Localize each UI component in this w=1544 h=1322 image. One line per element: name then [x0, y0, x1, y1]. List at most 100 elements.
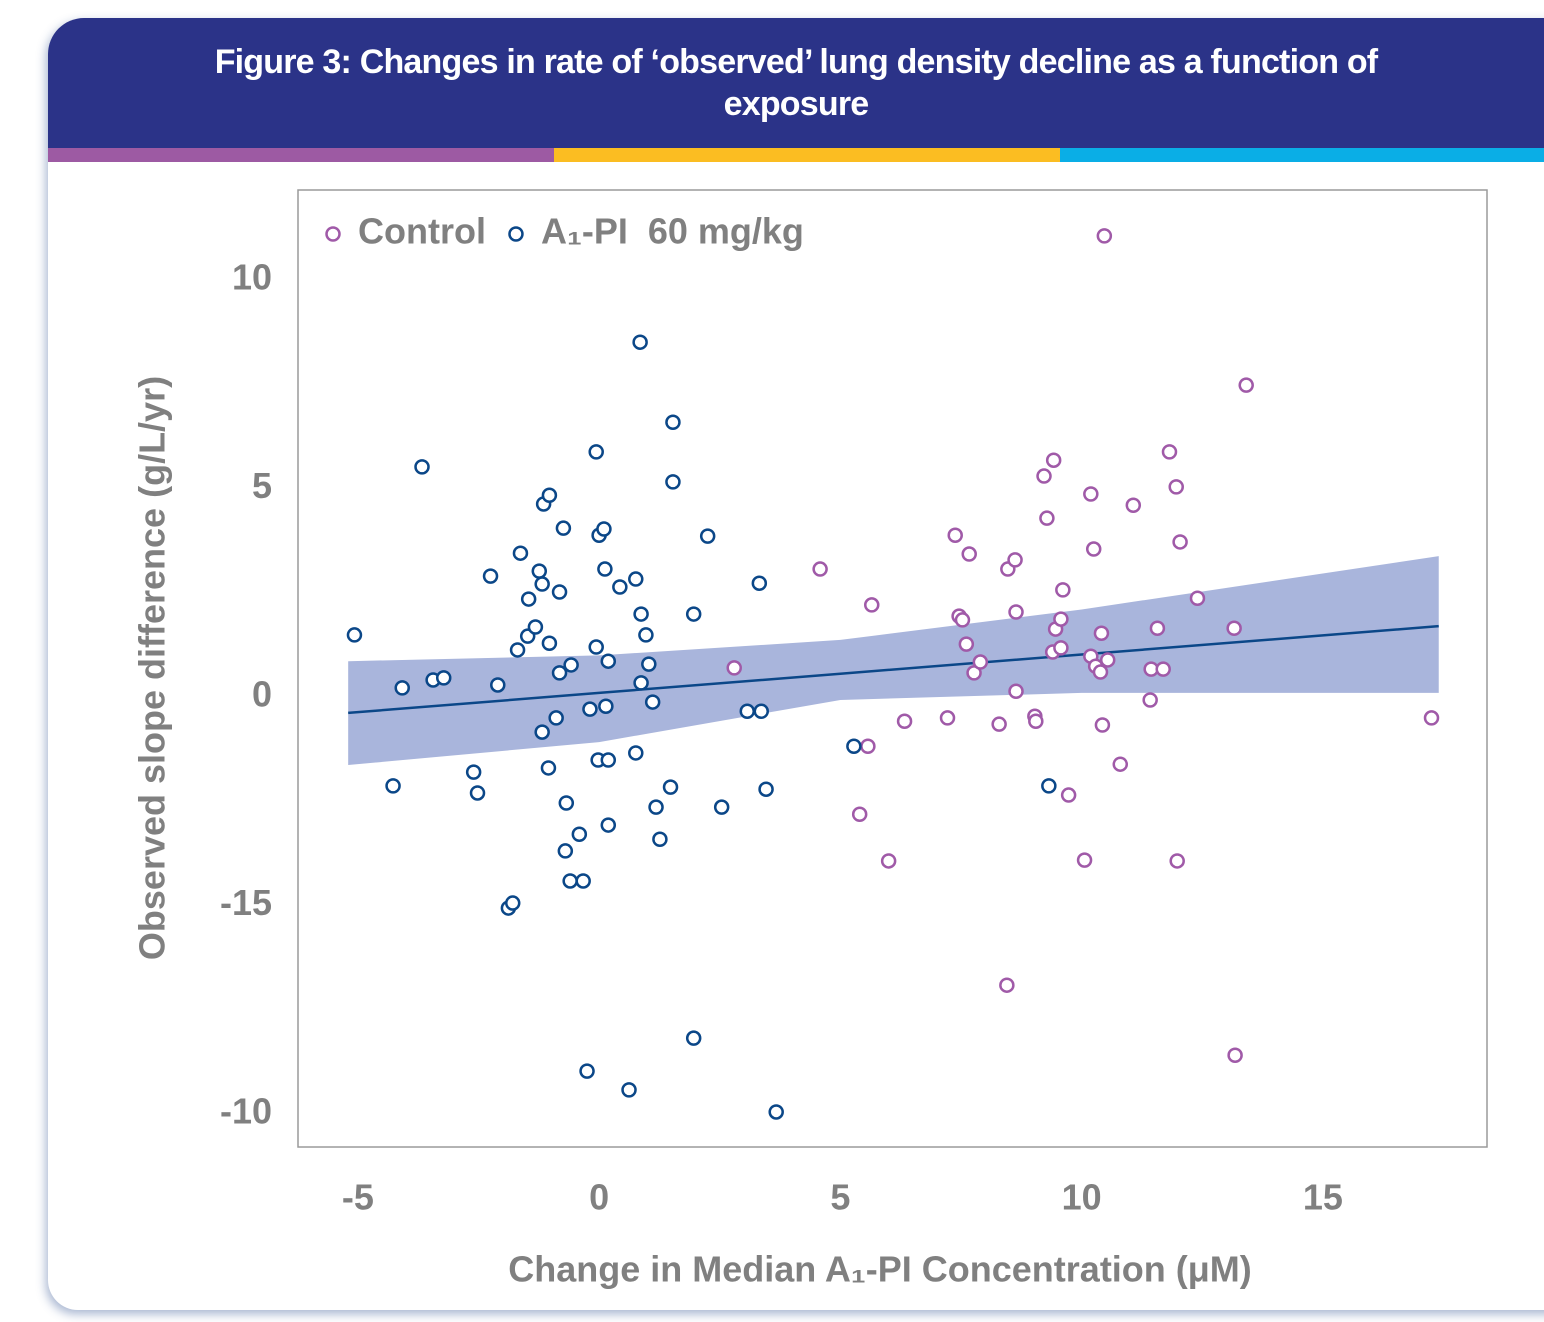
point	[860, 738, 876, 755]
point	[999, 977, 1015, 993]
point	[534, 576, 550, 592]
point	[555, 520, 572, 536]
point	[482, 568, 499, 584]
point	[563, 657, 579, 673]
point	[1060, 787, 1077, 803]
x-axis-label: Change in Median A₁-PI Concentration (μM…	[508, 1249, 1252, 1290]
point	[600, 653, 617, 669]
point	[652, 831, 668, 848]
point	[739, 703, 756, 719]
point	[520, 591, 537, 607]
point	[633, 606, 649, 622]
x-tick-label: 5	[830, 1177, 850, 1218]
point	[1168, 479, 1184, 495]
point	[768, 1104, 784, 1120]
point	[1092, 664, 1109, 680]
point	[596, 521, 612, 537]
point	[954, 612, 971, 628]
point	[612, 579, 628, 595]
point	[394, 680, 410, 696]
y-tick-label: -10	[220, 1091, 272, 1132]
point	[726, 660, 742, 676]
point	[551, 665, 568, 681]
point	[548, 710, 564, 726]
point	[1041, 778, 1057, 794]
point	[469, 785, 486, 801]
x-tick-label: -5	[342, 1177, 374, 1218]
point	[961, 546, 977, 562]
legend-label: A₁-PI 60 mg/kg	[541, 211, 804, 252]
point	[851, 806, 868, 822]
point	[1028, 713, 1044, 729]
point	[534, 724, 550, 740]
point	[947, 527, 963, 544]
point	[588, 639, 604, 655]
point	[753, 703, 769, 719]
legend-label: Control	[358, 211, 486, 252]
point	[628, 745, 644, 761]
point	[1099, 652, 1116, 668]
point	[579, 1063, 595, 1079]
point	[699, 528, 716, 544]
point	[972, 654, 989, 670]
stripe	[554, 148, 1060, 162]
point	[512, 545, 529, 561]
point	[638, 627, 654, 643]
point	[1036, 468, 1052, 484]
point	[621, 1082, 637, 1098]
point	[1076, 852, 1093, 868]
x-tick-label: 0	[589, 1177, 609, 1218]
point	[1083, 486, 1099, 502]
point	[1172, 534, 1188, 550]
legend-marker	[325, 226, 341, 242]
point	[1227, 1047, 1243, 1064]
fit-line	[348, 624, 1439, 715]
point	[628, 571, 644, 587]
point	[662, 779, 679, 795]
point	[346, 627, 363, 643]
point	[414, 459, 430, 475]
point	[1149, 620, 1166, 637]
point	[551, 584, 568, 600]
point	[1094, 717, 1111, 733]
point	[597, 561, 613, 577]
stripe	[48, 148, 554, 162]
point	[600, 752, 617, 768]
point	[1007, 552, 1023, 568]
confidence-band	[348, 556, 1439, 766]
point	[465, 764, 482, 780]
x-tick-label: 15	[1303, 1177, 1343, 1218]
point	[541, 487, 558, 503]
point	[527, 619, 544, 635]
legend-marker	[508, 226, 524, 242]
point	[571, 826, 588, 843]
point	[758, 781, 774, 797]
point	[812, 561, 828, 577]
point	[1039, 510, 1055, 526]
point	[880, 853, 897, 869]
point	[644, 694, 661, 710]
point	[685, 1030, 702, 1046]
point	[896, 713, 913, 729]
point	[1093, 625, 1110, 642]
point	[1085, 541, 1102, 557]
point	[1238, 377, 1254, 393]
point	[1112, 756, 1129, 772]
point	[632, 334, 648, 350]
point	[1096, 228, 1113, 244]
point	[435, 670, 452, 686]
point	[991, 716, 1007, 732]
point	[864, 597, 880, 613]
x-tick-label: 10	[1062, 1177, 1102, 1218]
point	[939, 710, 956, 726]
y-tick-label: 5	[252, 465, 272, 506]
point	[751, 575, 768, 591]
point	[1125, 497, 1142, 513]
point	[1055, 582, 1071, 598]
point	[665, 414, 681, 431]
chart-title: Figure 3: Changes in rate of ‘observed’ …	[48, 18, 1544, 148]
point	[490, 677, 506, 693]
point	[665, 474, 681, 490]
